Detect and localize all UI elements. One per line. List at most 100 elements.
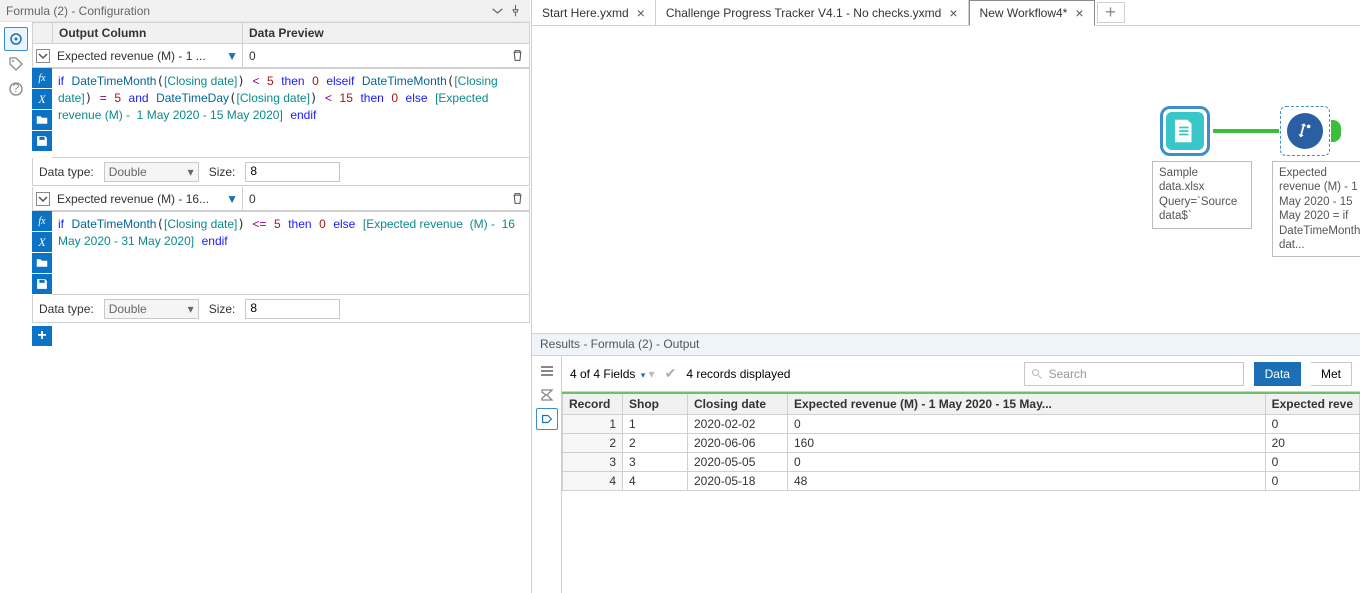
collapse-expression-icon[interactable] bbox=[36, 192, 50, 206]
x-variables-icon[interactable]: X bbox=[32, 89, 52, 109]
table-cell: 2020-06-06 bbox=[688, 434, 788, 453]
config-tab-formula-icon[interactable] bbox=[4, 27, 28, 51]
size-input[interactable]: 8 bbox=[245, 162, 340, 182]
table-cell: 2 bbox=[563, 434, 623, 453]
config-tab-help-icon[interactable]: ? bbox=[4, 77, 28, 101]
results-search-input[interactable]: Search bbox=[1024, 362, 1244, 386]
table-cell: 4 bbox=[563, 472, 623, 491]
data-type-label: Data type: bbox=[39, 302, 94, 316]
close-tab-icon[interactable]: × bbox=[637, 5, 645, 21]
table-cell: 1 bbox=[623, 415, 688, 434]
workspace-panel: Start Here.yxmd× Challenge Progress Trac… bbox=[531, 0, 1360, 593]
expression-toolbar: fx X bbox=[32, 211, 52, 295]
expression-editor[interactable]: if DateTimeMonth([Closing date]) <= 5 th… bbox=[52, 211, 530, 295]
col-shop[interactable]: Shop bbox=[623, 393, 688, 415]
col-exp-rev-2[interactable]: Expected reve bbox=[1265, 393, 1359, 415]
col-record[interactable]: Record bbox=[563, 393, 623, 415]
folder-icon[interactable] bbox=[32, 253, 52, 273]
table-cell: 160 bbox=[788, 434, 1266, 453]
header-data-preview: Data Preview bbox=[243, 23, 529, 43]
workflow-tabs: Start Here.yxmd× Challenge Progress Trac… bbox=[532, 0, 1360, 26]
pin-panel-icon[interactable] bbox=[506, 2, 524, 20]
results-messages-icon[interactable] bbox=[536, 360, 558, 382]
input-data-tool[interactable] bbox=[1160, 106, 1210, 156]
save-expression-icon[interactable] bbox=[32, 131, 52, 151]
view-metadata-button[interactable]: Met bbox=[1311, 362, 1352, 386]
col-exp-rev-1[interactable]: Expected revenue (M) - 1 May 2020 - 15 M… bbox=[788, 393, 1266, 415]
size-label: Size: bbox=[209, 302, 236, 316]
table-cell: 48 bbox=[788, 472, 1266, 491]
data-type-select[interactable]: Double▾ bbox=[104, 299, 199, 319]
config-column-header: Output Column Data Preview bbox=[32, 22, 530, 44]
results-sigma-icon[interactable] bbox=[536, 384, 558, 406]
results-side-toolbar bbox=[532, 356, 562, 593]
formula-tool-annotation: Expected revenue (M) - 1 May 2020 - 15 M… bbox=[1272, 161, 1360, 257]
table-cell: 20 bbox=[1265, 434, 1359, 453]
delete-expression-icon[interactable] bbox=[505, 49, 529, 62]
connector[interactable] bbox=[1213, 129, 1279, 133]
output-column-select[interactable]: Expected revenue (M) - 16... ▼ bbox=[53, 187, 243, 210]
table-cell: 0 bbox=[788, 453, 1266, 472]
folder-icon[interactable] bbox=[32, 110, 52, 130]
expression-block: Expected revenue (M) - 16... ▼ 0 fx X if… bbox=[32, 187, 530, 324]
search-icon bbox=[1031, 368, 1043, 380]
output-column-select[interactable]: Expected revenue (M) - 1 ... ▼ bbox=[53, 44, 243, 67]
tab-challenge-tracker[interactable]: Challenge Progress Tracker V4.1 - No che… bbox=[656, 0, 969, 25]
results-toolbar: 4 of 4 Fields ▾ ▾ ✔ 4 records displayed … bbox=[562, 356, 1360, 392]
fx-functions-icon[interactable]: fx bbox=[32, 211, 52, 231]
data-type-label: Data type: bbox=[39, 165, 94, 179]
svg-text:?: ? bbox=[13, 81, 20, 95]
col-closing-date[interactable]: Closing date bbox=[688, 393, 788, 415]
size-input[interactable]: 8 bbox=[245, 299, 340, 319]
table-cell: 0 bbox=[788, 415, 1266, 434]
close-tab-icon[interactable]: × bbox=[1075, 5, 1083, 21]
view-data-button[interactable]: Data bbox=[1254, 362, 1301, 386]
expression-editor[interactable]: if DateTimeMonth([Closing date]) < 5 the… bbox=[52, 68, 530, 158]
table-cell: 2020-02-02 bbox=[688, 415, 788, 434]
table-row[interactable]: 222020-06-0616020 bbox=[563, 434, 1360, 453]
table-row[interactable]: 112020-02-0200 bbox=[563, 415, 1360, 434]
config-tab-tag-icon[interactable] bbox=[4, 52, 28, 76]
workflow-canvas[interactable]: Sample data.xlsxQuery=`Source data$` Exp… bbox=[532, 26, 1360, 333]
results-panel: Results - Formula (2) - Output 4 of 4 Fi… bbox=[532, 333, 1360, 593]
output-column-label: Expected revenue (M) - 1 ... bbox=[57, 49, 206, 63]
output-anchor[interactable] bbox=[1331, 120, 1341, 142]
fields-summary[interactable]: 4 of 4 Fields ▾ ▾ bbox=[570, 367, 655, 381]
input-tool-annotation: Sample data.xlsxQuery=`Source data$` bbox=[1152, 161, 1252, 229]
table-cell: 1 bbox=[563, 415, 623, 434]
dropdown-arrow-icon: ▼ bbox=[226, 49, 238, 63]
add-expression-button[interactable]: + bbox=[32, 326, 52, 346]
records-summary: 4 records displayed bbox=[686, 367, 790, 381]
table-cell: 3 bbox=[563, 453, 623, 472]
save-expression-icon[interactable] bbox=[32, 274, 52, 294]
table-row[interactable]: 332020-05-0500 bbox=[563, 453, 1360, 472]
collapse-panel-icon[interactable] bbox=[488, 2, 506, 20]
table-cell: 4 bbox=[623, 472, 688, 491]
collapse-expression-icon[interactable] bbox=[36, 49, 50, 63]
x-variables-icon[interactable]: X bbox=[32, 232, 52, 252]
table-cell: 2020-05-18 bbox=[688, 472, 788, 491]
delete-expression-icon[interactable] bbox=[505, 192, 529, 205]
expression-preview: 0 bbox=[243, 192, 505, 206]
close-tab-icon[interactable]: × bbox=[949, 5, 957, 21]
table-row[interactable]: 442020-05-18480 bbox=[563, 472, 1360, 491]
config-main: Output Column Data Preview Expected reve… bbox=[32, 22, 530, 593]
results-data-icon[interactable] bbox=[536, 408, 558, 430]
fx-functions-icon[interactable]: fx bbox=[32, 68, 52, 88]
configuration-panel: Formula (2) - Configuration ? Output Col… bbox=[0, 0, 531, 593]
table-cell: 2020-05-05 bbox=[688, 453, 788, 472]
table-cell: 3 bbox=[623, 453, 688, 472]
expression-preview: 0 bbox=[243, 49, 505, 63]
table-cell: 0 bbox=[1265, 415, 1359, 434]
tab-new-workflow[interactable]: New Workflow4*× bbox=[969, 0, 1095, 26]
tab-start-here[interactable]: Start Here.yxmd× bbox=[532, 0, 656, 25]
config-panel-header: Formula (2) - Configuration bbox=[0, 0, 530, 22]
table-cell: 2 bbox=[623, 434, 688, 453]
new-tab-button[interactable]: + bbox=[1097, 2, 1125, 23]
formula-tool[interactable] bbox=[1280, 106, 1330, 156]
results-header: Results - Formula (2) - Output bbox=[532, 334, 1360, 356]
check-icon[interactable]: ✔ bbox=[665, 365, 677, 382]
config-side-toolbar: ? bbox=[0, 22, 32, 593]
dropdown-arrow-icon: ▼ bbox=[226, 192, 238, 206]
data-type-select[interactable]: Double▾ bbox=[104, 162, 199, 182]
